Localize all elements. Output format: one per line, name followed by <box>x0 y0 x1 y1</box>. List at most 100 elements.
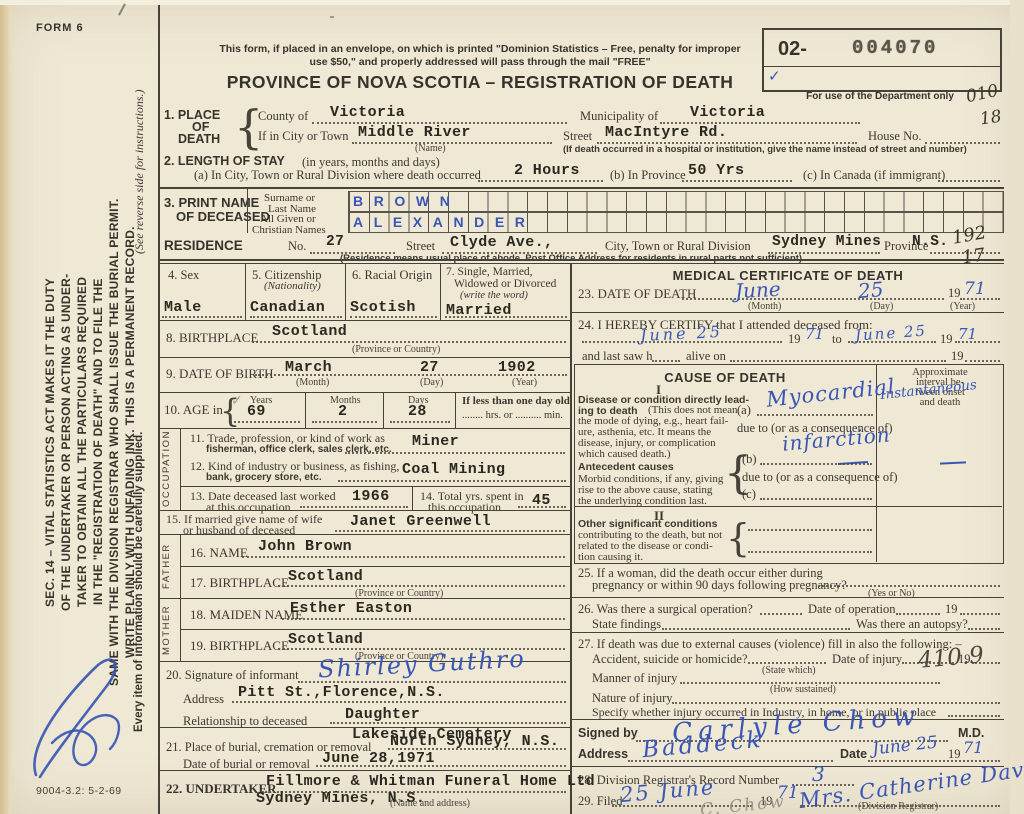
citizenship-sublabel: (Nationality) <box>264 280 321 292</box>
attended-from-year: 71 <box>805 325 825 343</box>
interval-column-divider <box>876 364 877 562</box>
residence-city-label: City, Town or Rural Division <box>605 239 751 253</box>
birthplace-note: (Province or Country) <box>352 344 441 355</box>
marital-label-1: 7. Single, Married, <box>446 266 533 278</box>
antecedent-desc-3: the underlying condition last. <box>578 495 707 507</box>
death-day: 25 <box>857 276 885 304</box>
s14-label-1: 14. Total yrs. spent in <box>420 489 524 503</box>
form-number: FORM 6 <box>36 22 84 34</box>
s3-heading-2: OF DECEASED <box>176 209 270 224</box>
cause-roman-2: II <box>654 508 665 523</box>
s17-label: 17. BIRTHPLACE <box>190 575 289 590</box>
s26-line-1 <box>760 613 802 615</box>
rule-below-15 <box>158 534 570 535</box>
s23-line <box>682 298 944 300</box>
s24-lastsaw-label: and last saw h <box>582 349 653 363</box>
s19-note: (Province or Country) <box>355 651 444 662</box>
surname-grid <box>348 191 1004 212</box>
md-label: M.D. <box>958 726 985 740</box>
s24-yp2: 19 <box>940 332 953 346</box>
cause-c-line <box>760 498 872 500</box>
antecedent-label: Antecedent causes <box>578 461 674 473</box>
rule-below-signed <box>570 766 1004 767</box>
s27-line-3 <box>972 662 1000 664</box>
s25-label-2: pregnancy or within 90 days following pr… <box>592 578 847 592</box>
rule-below-13 <box>158 510 570 511</box>
undertaker-name: Fillmore & Whitman Funeral Home Ltd <box>266 773 596 790</box>
other-line-2 <box>748 551 872 553</box>
antecedent-brace: { <box>724 448 752 499</box>
s13-value: 1966 <box>352 488 390 505</box>
surname-label-1: Surname or <box>264 192 316 204</box>
department-box <box>762 28 1002 92</box>
age-divider-2 <box>383 392 384 428</box>
signed-date-value: June 25 <box>871 732 939 760</box>
street-value: MacIntyre Rd. <box>605 124 728 141</box>
father-vertical-label: FATHER <box>161 543 172 589</box>
cause-inner-rule <box>574 506 1002 507</box>
s18-label: 18. MAIDEN NAME <box>190 607 304 622</box>
side-reverse-note: (See reverse side for instructions.) <box>132 89 146 254</box>
age-note-2: ........ hrs. or .......... min. <box>462 410 563 421</box>
cause-desc-2b: ing to death <box>578 405 638 417</box>
age-checkmark: ✓ <box>231 394 243 409</box>
house-no-line <box>925 142 1000 144</box>
s3-heading-1: 3. PRINT NAME <box>164 195 260 210</box>
s12-value: Coal Mining <box>402 461 506 478</box>
birthplace-label: 8. BIRTHPLACE <box>166 330 259 345</box>
marital-value: Married <box>446 302 512 319</box>
informant-signature: Shirley Guthro <box>317 644 527 684</box>
cell-divider-3 <box>440 263 441 320</box>
department-caption: For use of the Department only <box>806 91 954 102</box>
s23-year-note: (Year) <box>950 301 976 312</box>
s23-year-line <box>960 298 1000 300</box>
s12-label-2: bank, grocery store, etc. <box>206 472 322 483</box>
s26-line-4 <box>662 628 850 630</box>
s2-heading: 2. LENGTH OF STAY <box>164 154 285 168</box>
filed-year-value: 71 <box>777 783 799 803</box>
s24-lastsaw-gap <box>652 360 680 362</box>
cause-desc-1: Disease or condition directly lead- <box>578 394 749 406</box>
s1-brace: { <box>234 100 264 154</box>
s20-relationship-value: Daughter <box>345 706 421 723</box>
death-year: 71 <box>964 279 986 299</box>
residence-city-line <box>768 252 880 254</box>
interval-header-1: Approximate <box>912 367 968 378</box>
s27-howsustained-note: (How sustained) <box>770 684 836 695</box>
s15-line <box>335 530 565 532</box>
s29-label: 29. Filed <box>578 794 623 808</box>
racial-origin-value: Scotish <box>350 299 416 316</box>
rule-below-26 <box>570 632 1004 633</box>
s23-month-note: (Month) <box>748 301 782 312</box>
paper-edge-right <box>1010 0 1024 814</box>
registration-prefix: 02- <box>778 38 807 60</box>
cause-desc-2n: (This does not mean <box>648 404 738 416</box>
city-town-line <box>352 142 552 144</box>
age-divider-1 <box>305 392 306 428</box>
s25-note: (Yes or No) <box>868 588 915 599</box>
age-label: 10. AGE in <box>164 402 223 417</box>
s27-line-4 <box>680 682 940 684</box>
signed-date-year: 71 <box>963 738 984 757</box>
birthplace-value: Scotland <box>272 323 348 340</box>
envelope-note-line1: This form, if placed in an envelope, on … <box>219 43 741 55</box>
cause-b-line <box>760 463 872 465</box>
given-name-grid <box>348 212 1004 233</box>
dob-line <box>255 374 567 376</box>
marital-label-2: Widowed or Divorced <box>454 278 557 290</box>
interval-header-4: and death <box>919 397 961 408</box>
rule-below-12 <box>180 486 570 487</box>
cause-c-label: (c) <box>742 487 756 501</box>
rule-below-17 <box>158 598 570 599</box>
undertaker-address: Sydney Mines, N.S. <box>256 790 426 807</box>
age-days-value: 28 <box>408 403 427 420</box>
record-number-value: 3 <box>812 762 825 786</box>
residence-province-line <box>930 252 1000 254</box>
department-box-divider <box>762 66 1000 67</box>
s27-specify-label: Specify whether injury occurred in Indus… <box>592 705 937 719</box>
cause-a-line <box>757 414 873 416</box>
s2c-label: (c) In Canada (if immigrant) <box>803 168 946 182</box>
surname-label-2: Last Name <box>268 203 316 215</box>
residence-province-value: N.S. <box>912 234 949 250</box>
